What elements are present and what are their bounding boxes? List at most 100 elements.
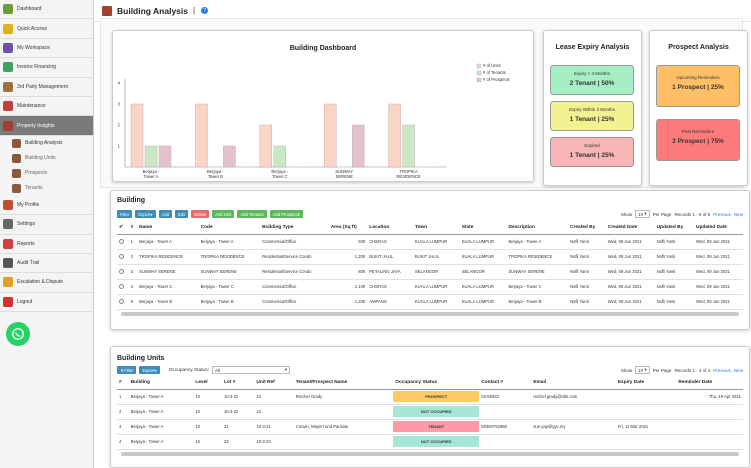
units-previous-link[interactable]: Previous [713,367,731,373]
profile-icon [3,199,13,210]
sidebar-item-prospects[interactable]: Prospects [0,166,93,181]
sidebar-item-tenants[interactable]: Tenants [0,181,93,196]
row-radio-cell[interactable] [117,264,129,280]
column-header[interactable]: Lot # [221,377,255,390]
sidebar-item-label: Audit Trail [17,260,40,267]
edit-button[interactable]: Edit [174,210,189,218]
column-header[interactable]: Level [193,377,222,390]
sidebar-item-property-insights[interactable]: Property Insights [0,116,93,136]
filter-button[interactable]: Filter [117,210,133,218]
column-header[interactable]: Unit Ref [254,377,294,390]
sidebar-item-my-workspace[interactable]: My Workspace [0,39,93,59]
table-row[interactable]: 2 Berjaya - Tower A 10 10-3-22 22 NOT OCCUPIE… [117,404,743,420]
row-radio[interactable] [119,283,124,289]
sidebar-item-logout[interactable]: Logout [0,293,93,313]
column-header[interactable]: Building [128,377,194,390]
sidebar-item-maintenance[interactable]: Maintenance [0,97,93,117]
sidebar-item-invoice-financing[interactable]: Invoice Financing [0,58,93,78]
table-row[interactable]: 1 Berjaya - Tower A Berjaya - Tower A Comme… [117,234,743,250]
column-header[interactable]: Town [412,222,460,235]
add-button[interactable]: Add [158,210,172,218]
prospect-box-value: 3 Prospect | 75% [672,138,724,145]
table-cell: Berjaya - Tower A [128,389,194,405]
next-link[interactable]: Next [733,211,743,217]
row-radio-cell[interactable] [117,294,129,310]
prospect-box-1[interactable]: Upcoming Reminders 1 Prospect | 25% [656,65,740,107]
units-filter-button[interactable]: ▼ Filter [117,366,137,374]
table-cell: 5 [128,294,138,310]
sidebar-item-dashboard[interactable]: Dashboard [0,0,93,20]
column-header[interactable]: # [117,377,129,390]
add-prospects-button[interactable]: Add Prospects [269,210,303,218]
previous-link[interactable]: Previous [713,211,731,217]
units-next-link[interactable]: Next [733,367,743,373]
horizontal-scrollbar[interactable] [121,311,739,316]
column-header[interactable]: Contact # [479,377,532,390]
prospect-box-2[interactable]: Past Reminders 3 Prospect | 75% [656,119,740,161]
select-all-checkbox[interactable]: ✔ [117,222,129,235]
lease-box-1[interactable]: Expiry < 3 Months 2 Tenant | 50% [550,65,634,95]
lease-box-3[interactable]: Expired 1 Tenant | 25% [550,137,634,167]
star-icon [3,23,13,34]
column-header[interactable]: Tenant/Prospect Name [293,377,394,390]
row-radio-cell[interactable] [117,249,129,265]
sidebar-item-quick-access[interactable]: Quick Access [0,19,93,39]
row-radio[interactable] [119,253,124,259]
sidebar-item-3rd-party-management[interactable]: 3rd Party Management [0,78,93,97]
column-header[interactable]: Created Date [605,222,655,235]
column-header[interactable]: Code [198,222,261,235]
table-row[interactable]: 3 SUNWAY SERENE SUNWAY SERENE Residential/S… [117,264,743,280]
row-radio-cell[interactable] [117,234,129,250]
records-label: Records 1 - 5 of 5 [674,211,711,217]
table-row[interactable]: 2 TROPIKA RESIDENCE TROPIKA RESIDENCE Resid… [117,249,743,265]
table-row[interactable]: 1 Berjaya - Tower A 10 10-3-22 22 Reichel Gra… [117,389,743,405]
column-header[interactable]: Area (Sq ft) [328,222,368,235]
table-row[interactable]: 4 Berjaya - Tower A 10 23 10-3-23 NOT OCCUPIE… [117,434,743,450]
lease-box-label: Expiry < 3 Months [573,71,611,76]
records-label: Records 1 - 4 of 4 [674,367,711,373]
column-header[interactable]: # [128,222,138,235]
sidebar-item-reports[interactable]: Reports [0,235,93,254]
row-radio[interactable] [119,268,124,274]
row-radio[interactable] [119,238,124,244]
table-row[interactable]: 5 Berjaya - Tower B Berjaya - Tower B Comme… [117,294,743,310]
lease-expiry-title: Lease Expiry Analysis [555,44,630,51]
column-header[interactable]: Name [137,222,199,235]
column-header[interactable]: Occupancy Status [393,377,480,390]
column-header[interactable]: Location [367,222,413,235]
delete-button[interactable]: Delete [191,210,210,218]
table-row[interactable]: 4 Berjaya - Tower C Berjaya - Tower C Comme… [117,279,743,295]
sidebar-item-my-profile[interactable]: My Profile [0,196,93,216]
sidebar-item-escalation-dispute[interactable]: Escalation & Dispute [0,273,93,293]
sidebar-item-audit-trail[interactable]: Audit Trail [0,254,93,274]
export-button[interactable]: Export ▾ [135,210,156,218]
sidebar-item-settings[interactable]: Settings [0,215,93,235]
column-header[interactable]: Email [531,377,616,390]
sidebar-item-building-analysis[interactable]: Building Analysis [0,136,93,151]
lease-box-2[interactable]: Expiry Within 3 Months 1 Tenant | 25% [550,101,634,131]
column-header[interactable]: Updated By [654,222,695,235]
units-page-size-select[interactable]: 10 ▾ [635,366,650,374]
column-header[interactable]: Expiry Date [615,377,677,390]
column-header[interactable]: Description [506,222,568,235]
row-radio[interactable] [119,298,124,304]
column-header[interactable]: Created By [567,222,606,235]
units-export-button[interactable]: Export ▾ [139,366,160,374]
table-cell: PETALING JAYA [367,264,413,280]
table-row[interactable]: 3 Berjaya - Tower A 10 21 10-3-21 Corwin, May… [117,419,743,435]
occupancy-status-select[interactable]: All ▾ [211,366,290,374]
column-header[interactable]: State [459,222,507,235]
help-icon[interactable]: ? [201,7,209,14]
sidebar-item-building-units[interactable]: Building Units [0,151,93,166]
column-header[interactable]: Reminder Date [676,377,743,390]
column-header[interactable]: Building Type [260,222,329,235]
page-size-select[interactable]: 10 ▾ [635,210,650,218]
add-tenants-button[interactable]: Add Tenants [237,210,267,218]
whatsapp-button[interactable] [6,322,30,346]
add-unit-button[interactable]: Add Unit [212,210,235,218]
row-radio-cell[interactable] [117,279,129,295]
column-header[interactable]: Updated Date [694,222,743,235]
x-tick-label: SERENE [336,174,353,179]
units-horizontal-scrollbar[interactable] [121,451,739,456]
lease-expiry-panel: Lease Expiry Analysis Expiry < 3 Months 2… [543,30,642,186]
